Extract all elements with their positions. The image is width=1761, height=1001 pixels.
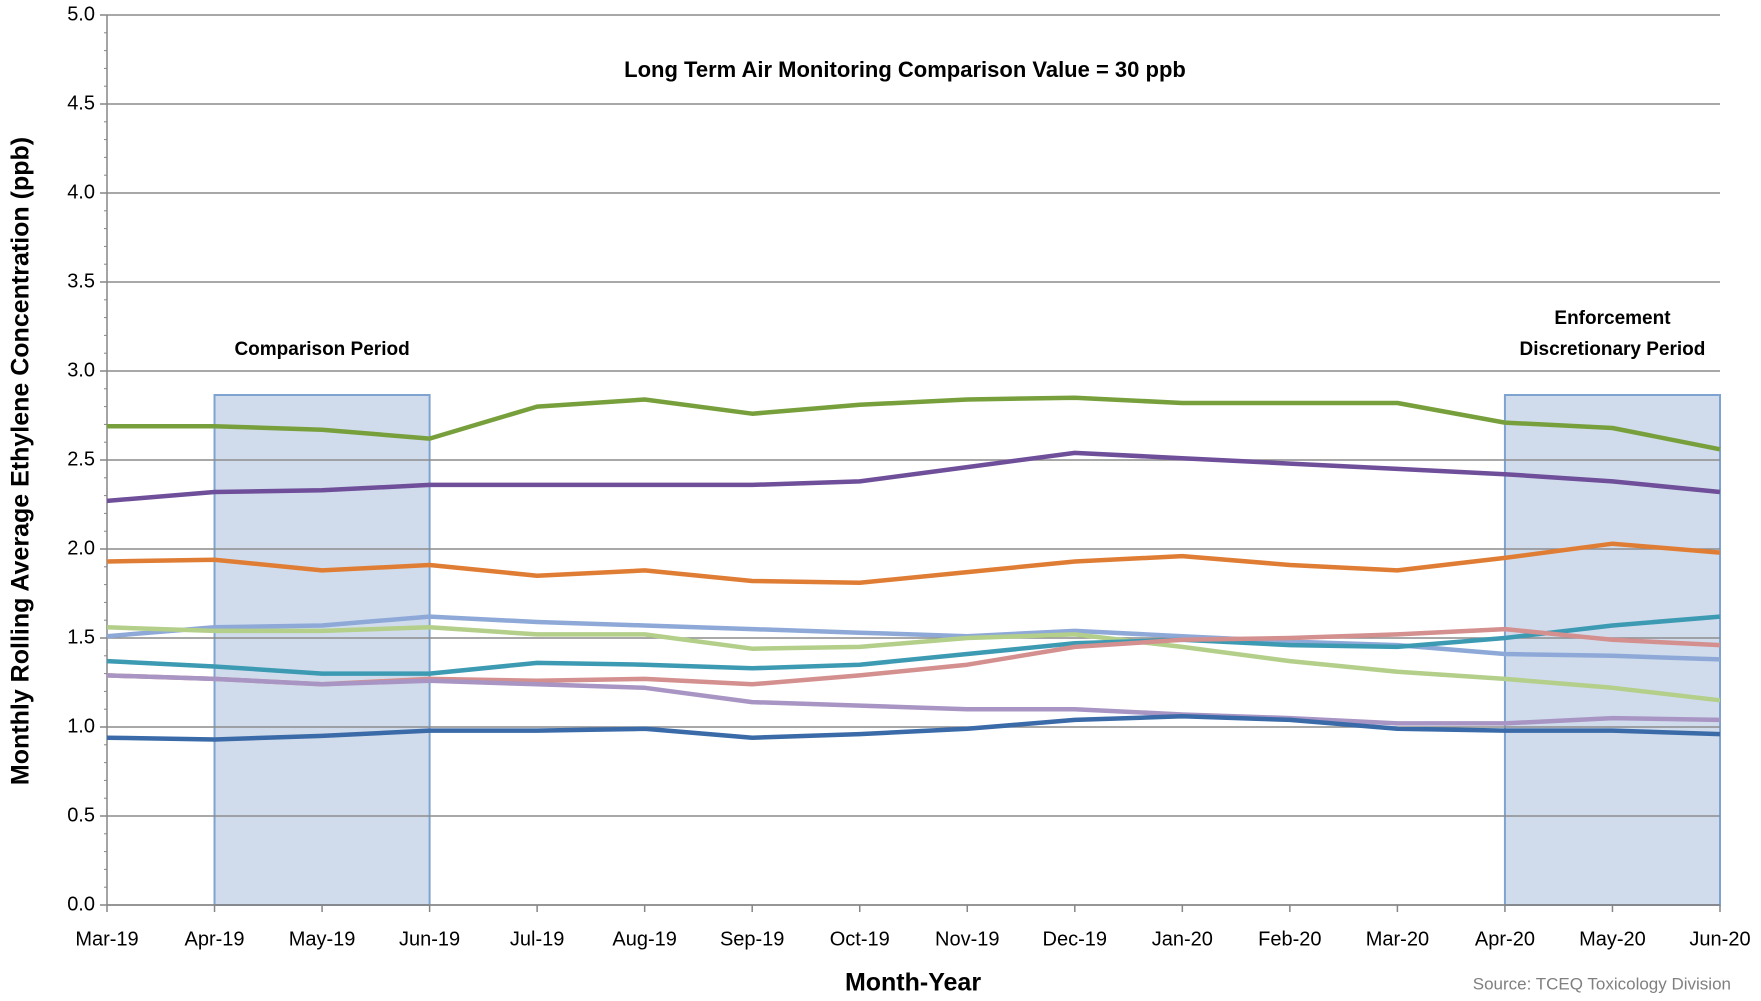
x-tick-label: Mar-19 — [75, 928, 138, 950]
series-line — [106, 614, 1721, 676]
shaded-region — [1503, 394, 1722, 906]
shaded-region — [213, 394, 431, 906]
y-axis-title: Monthly Rolling Average Ethylene Concent… — [7, 137, 35, 785]
region-label: Enforcement — [1554, 308, 1671, 329]
series-line — [106, 541, 1721, 586]
x-tick-label: Mar-20 — [1366, 928, 1429, 950]
y-tick-label: 3.5 — [67, 270, 95, 292]
x-tick-label: Aug-19 — [612, 928, 677, 950]
y-tick-label: 3.0 — [67, 359, 95, 381]
annotation: Long Term Air Monitoring Comparison Valu… — [624, 57, 1186, 82]
x-tick-label: Feb-20 — [1258, 928, 1321, 950]
y-tick-label: 4.0 — [67, 181, 95, 203]
x-tick-label: Jun-19 — [399, 928, 460, 950]
x-tick-label: Sep-19 — [720, 928, 785, 950]
x-tick-label: Apr-20 — [1475, 928, 1535, 950]
y-tick-label: 1.0 — [67, 715, 95, 737]
x-tick-label: Apr-19 — [185, 928, 245, 950]
y-tick-label: 0.0 — [67, 893, 95, 915]
x-tick-label: Oct-19 — [830, 928, 890, 950]
series-line — [106, 625, 1721, 703]
x-tick-label: May-20 — [1579, 928, 1646, 950]
series-line — [106, 450, 1721, 504]
x-tick-label: Jul-19 — [510, 928, 564, 950]
y-tick-label: 2.0 — [67, 537, 95, 559]
x-tick-label: May-19 — [289, 928, 356, 950]
x-tick-label: Dec-19 — [1043, 928, 1107, 950]
y-tick-label: 5.0 — [67, 3, 95, 25]
series-line — [107, 395, 1721, 452]
x-tick-label: Jun-20 — [1689, 928, 1750, 950]
series-line — [106, 714, 1721, 742]
x-tick-label: Nov-19 — [935, 928, 999, 950]
y-tick-label: 4.5 — [67, 92, 95, 114]
y-tick-label: 1.5 — [67, 626, 95, 648]
series-line — [106, 614, 1721, 662]
source-note: Source: TCEQ Toxicology Division — [1473, 974, 1731, 993]
x-tick-label: Jan-20 — [1152, 928, 1213, 950]
y-tick-label: 2.5 — [67, 448, 95, 470]
series-line — [106, 673, 1721, 726]
y-tick-label: 0.5 — [67, 804, 95, 826]
region-label: Discretionary Period — [1520, 339, 1706, 360]
region-label: Comparison Period — [234, 339, 409, 360]
x-axis-title: Month-Year — [845, 969, 981, 997]
